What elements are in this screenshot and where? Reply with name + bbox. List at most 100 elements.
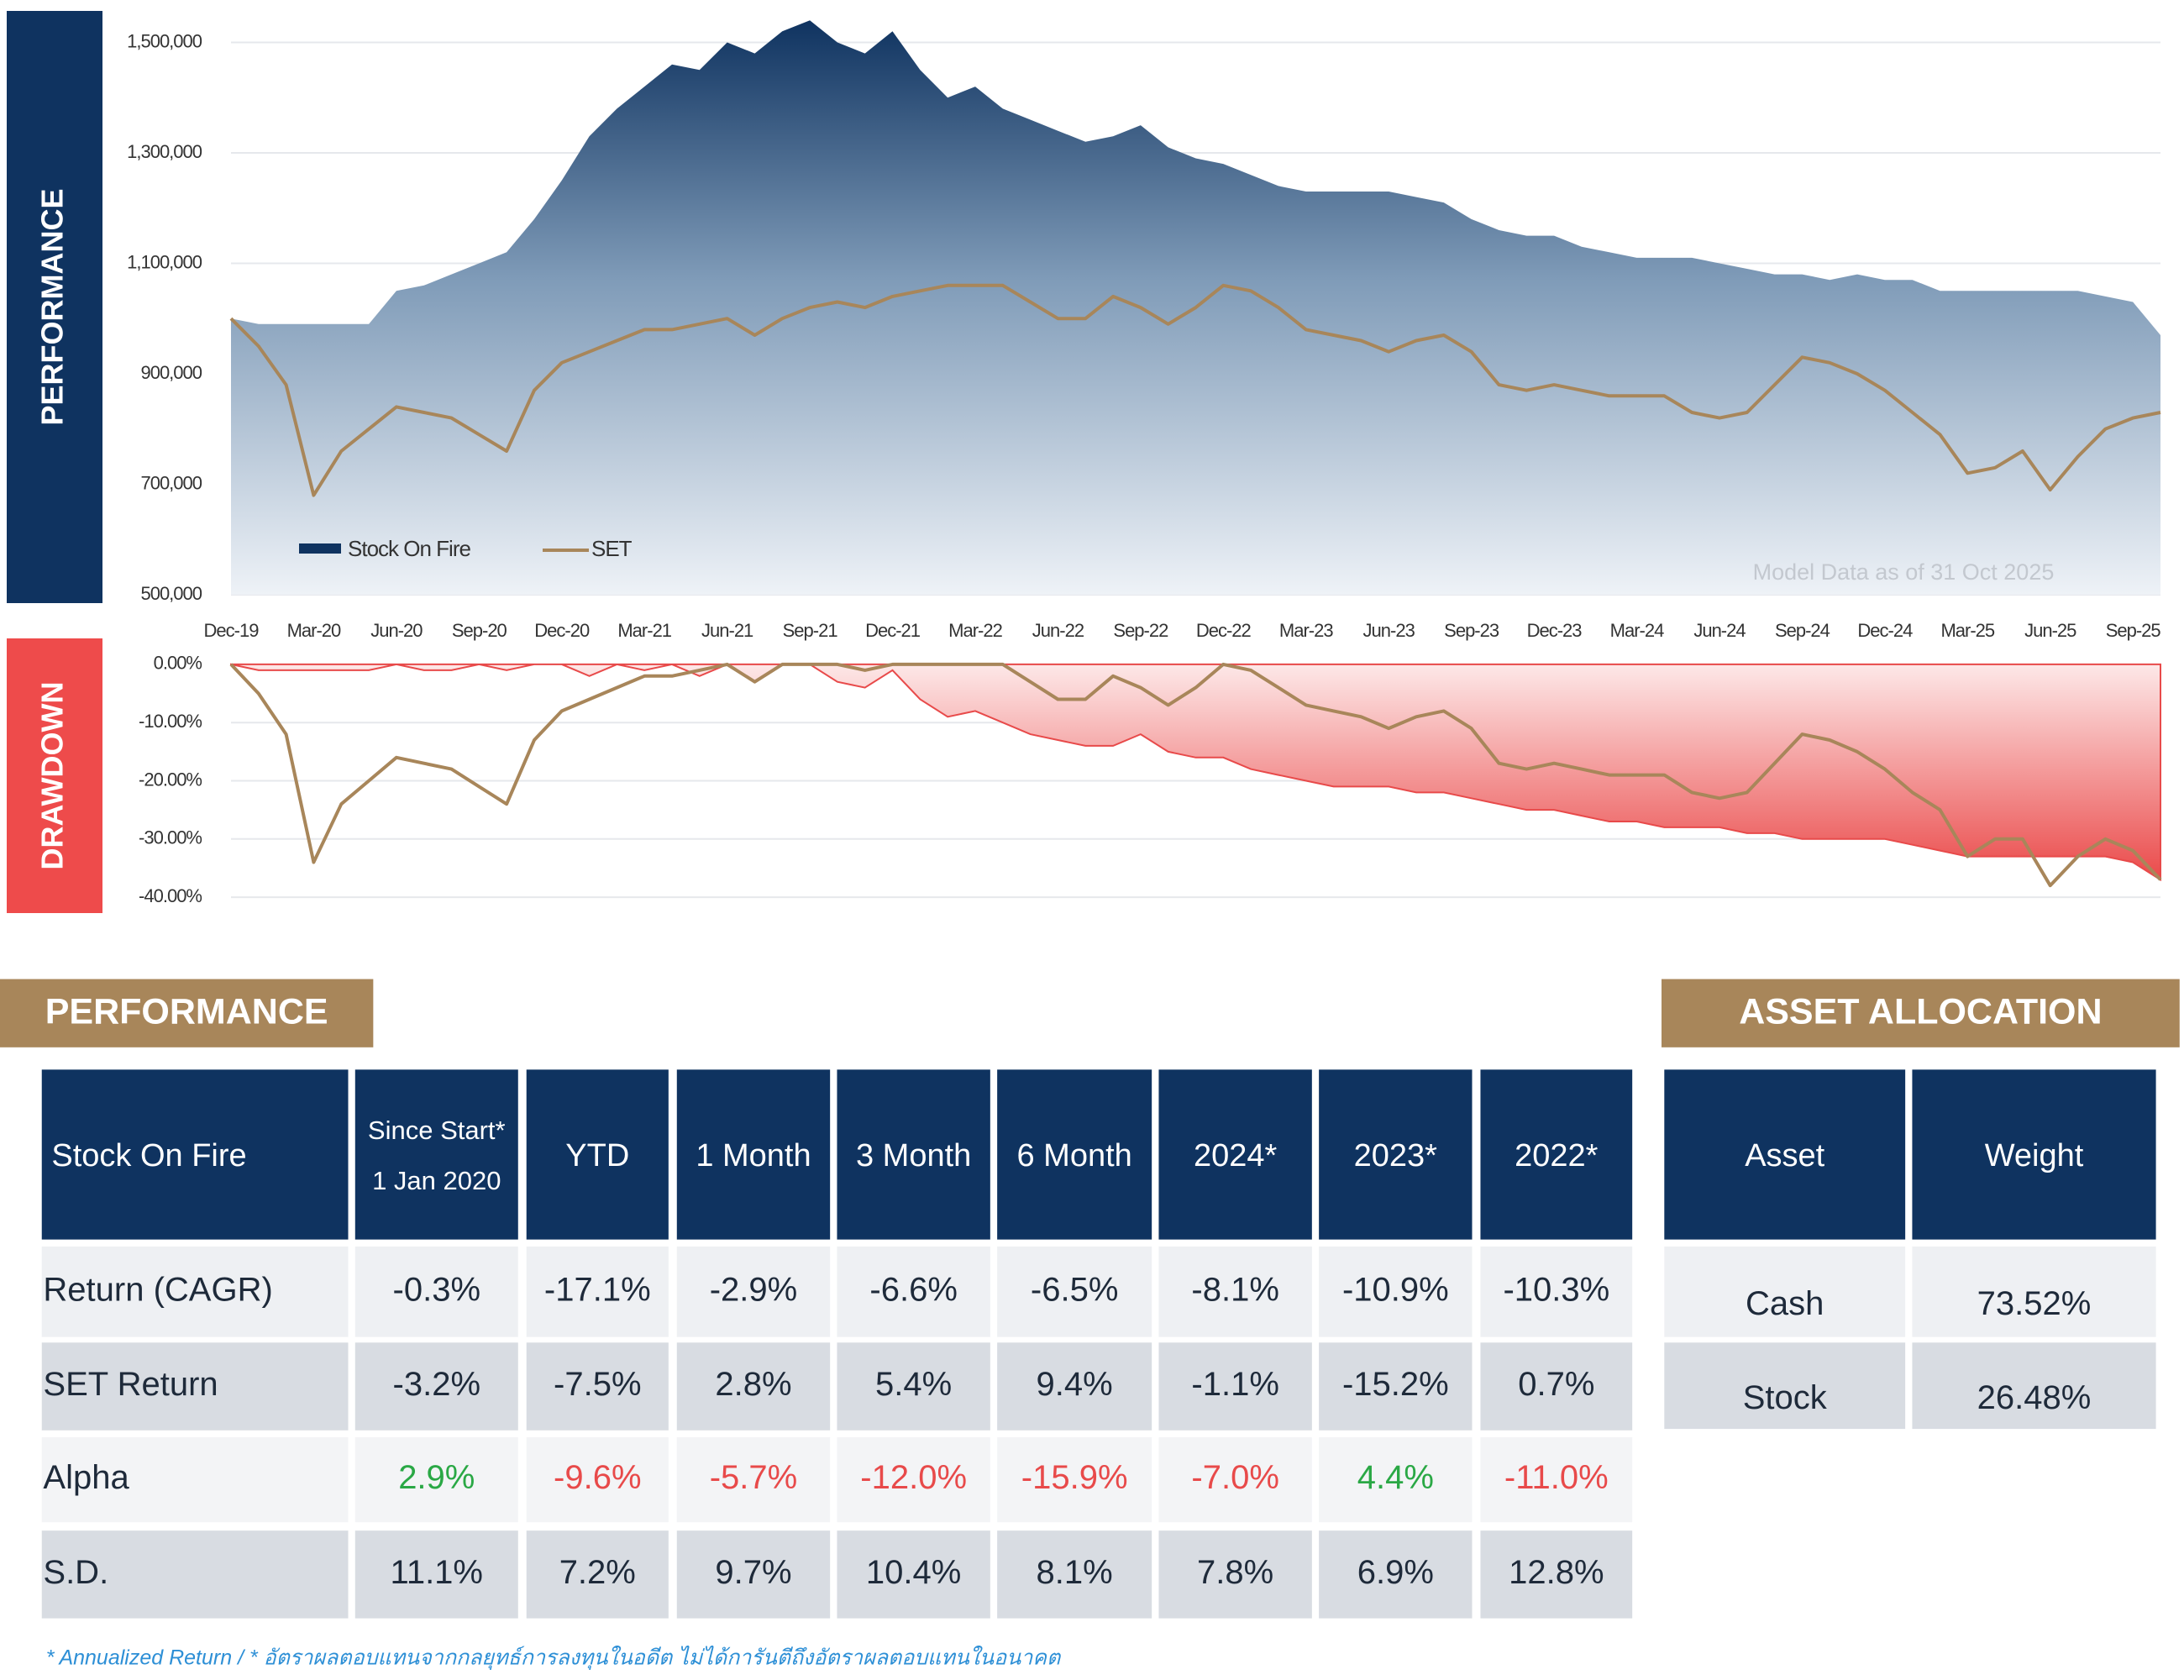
header-text: Asset [1745,1138,1824,1173]
table-cell [526,1246,669,1337]
cell-value: Cash [1746,1285,1824,1322]
section-banner [1661,979,2180,1047]
table-cell [41,1246,349,1337]
header-cell [1912,1069,2156,1240]
cell-value: -9.6% [554,1459,642,1496]
table-cell [526,1437,669,1523]
line [229,283,2161,497]
table-cell [1664,1342,1906,1430]
table-cell [1912,1246,2156,1337]
table-cell [837,1530,990,1619]
cell-value: Stock [1743,1379,1828,1416]
table-cell [526,1342,669,1431]
table-cell [676,1342,831,1431]
table-cell [354,1246,518,1337]
header-cell [354,1069,518,1240]
header-text: Weight [1985,1138,2084,1173]
footnote: * Annualized Return / * อัตราผลตอบแทนจาก… [46,1645,1062,1670]
y-tick-label: -10.00% [139,711,202,732]
table-cell [676,1437,831,1523]
header-text: Since Start* [368,1116,506,1145]
table-cell [354,1342,518,1431]
table-cell [837,1342,990,1431]
cell-value: 7.2% [559,1554,636,1591]
table-cell [41,1342,349,1431]
table-cell [1480,1437,1633,1523]
table-cell [997,1530,1152,1619]
cell-value: -12.0% [860,1459,967,1496]
x-tick-label: Sep-22 [1113,620,1168,641]
cell-value: 6.9% [1357,1554,1434,1591]
table-cell [837,1437,990,1523]
header-cell [41,1069,349,1240]
y-tick-label: 900,000 [140,362,202,383]
header-cell [997,1069,1152,1240]
header-cell [1158,1069,1312,1240]
x-tick-label: Sep-21 [783,620,838,641]
cell-value: 11.1% [391,1554,483,1591]
x-tick-label: Dec-20 [534,620,590,641]
table-cell [354,1437,518,1523]
section-banner [0,979,374,1047]
x-tick-label: Jun-25 [2024,620,2076,641]
side-label: PERFORMANCE [35,188,70,425]
y-tick-label: -40.00% [139,885,202,906]
table-cell [1664,1246,1906,1337]
x-tick-label: Jun-24 [1693,620,1746,641]
cell-value: 2.9% [398,1459,475,1496]
x-tick-label: Jun-22 [1032,620,1084,641]
y-tick-label: 1,500,000 [127,30,202,51]
x-tick-label: Dec-21 [865,620,921,641]
cell-value: 12.8% [1509,1554,1604,1591]
header-text: 6 Month [1016,1138,1131,1173]
table-cell [997,1437,1152,1523]
table-cell [997,1342,1152,1431]
x-tick-label: Mar-23 [1279,620,1333,641]
x-tick-label: Dec-24 [1857,620,1913,641]
section-title: ASSET ALLOCATION [1739,991,2102,1032]
cell-value: 9.7% [715,1554,791,1591]
area [230,663,2161,882]
table-cell [41,1530,349,1619]
header-cell [1480,1069,1633,1240]
cell-value: 2.8% [715,1366,791,1403]
cell-value: -15.2% [1342,1366,1449,1403]
table-cell [41,1437,349,1523]
legend-swatch [299,543,341,554]
y-tick-label: -30.00% [139,827,202,848]
legend-label: Stock On Fire [348,536,470,561]
x-tick-label: Jun-21 [701,620,753,641]
table-cell [354,1530,518,1619]
side-label-box [7,11,102,603]
cell-value: -10.3% [1503,1271,1609,1308]
table-cell [1319,1437,1473,1523]
x-tick-label: Sep-23 [1444,620,1499,641]
x-tick-label: Mar-20 [287,620,341,641]
cell-value: 10.4% [866,1554,961,1591]
cell-value: 9.4% [1037,1366,1113,1403]
x-tick-label: Mar-25 [1940,620,1994,641]
table-cell [526,1530,669,1619]
x-tick-label: Dec-22 [1196,620,1252,641]
table-cell [1480,1530,1633,1619]
x-tick-label: Mar-24 [1610,620,1664,641]
header-text: 3 Month [856,1138,971,1173]
cell-value: -6.5% [1031,1271,1119,1308]
x-tick-label: Dec-23 [1527,620,1583,641]
x-tick-label: Jun-20 [370,620,423,641]
x-tick-label: Sep-24 [1775,620,1830,641]
y-tick-label: 0.00% [154,653,202,674]
cell-value: 73.52% [1977,1285,2092,1322]
cell-value: -5.7% [710,1459,798,1496]
header-text: 1 Jan 2020 [372,1166,501,1195]
side-label-box [7,638,102,913]
y-tick-label: 1,300,000 [127,141,202,162]
header-cell [837,1069,990,1240]
x-tick-label: Jun-23 [1363,620,1415,641]
table-cell [997,1246,1152,1337]
x-tick-label: Sep-25 [2106,620,2161,641]
cell-value: -8.1% [1191,1271,1279,1308]
table-cell [1158,1530,1312,1619]
table-cell [1158,1342,1312,1431]
cell-value: -3.2% [393,1366,481,1403]
